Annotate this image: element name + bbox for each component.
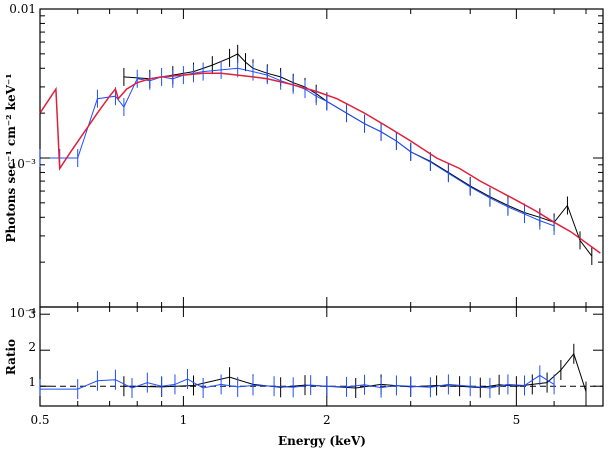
ratio-tick-label-1: 1 — [28, 375, 36, 389]
ratio-plot-area — [39, 343, 603, 402]
y-tick-label-1e-4: 10⁻⁴ — [10, 306, 37, 320]
x-tick-label-5: 5 — [513, 413, 521, 427]
spectrum-panel-frame — [39, 8, 604, 308]
ratio-y-axis-label: Ratio — [4, 339, 18, 375]
x-tick-label-0.5: 0.5 — [30, 413, 49, 427]
spectrum-series-1 — [40, 67, 555, 227]
ratio-series-1 — [40, 374, 555, 390]
axis-ticks — [39, 8, 603, 406]
spectrum-plot-area — [39, 44, 601, 265]
ratio-panel-frame — [39, 306, 604, 407]
x-tick-label-1: 1 — [180, 413, 188, 427]
ratio-tick-label-3: 3 — [28, 307, 36, 321]
spectrum-y-axis-label: Photons sec⁻¹ cm⁻² keV⁻¹ — [4, 73, 18, 242]
model-curve — [39, 72, 601, 254]
spectrum-series-0 — [123, 53, 593, 257]
y-tick-label-1e-3: 10⁻³ — [10, 157, 37, 171]
x-tick-labels: 0.5 1 2 5 — [30, 413, 520, 427]
ratio-tick-label-2: 2 — [28, 340, 36, 354]
x-axis-label: Energy (keV) — [278, 434, 366, 448]
y-tick-label-0.01: 0.01 — [9, 2, 36, 16]
x-tick-label-2: 2 — [323, 413, 331, 427]
